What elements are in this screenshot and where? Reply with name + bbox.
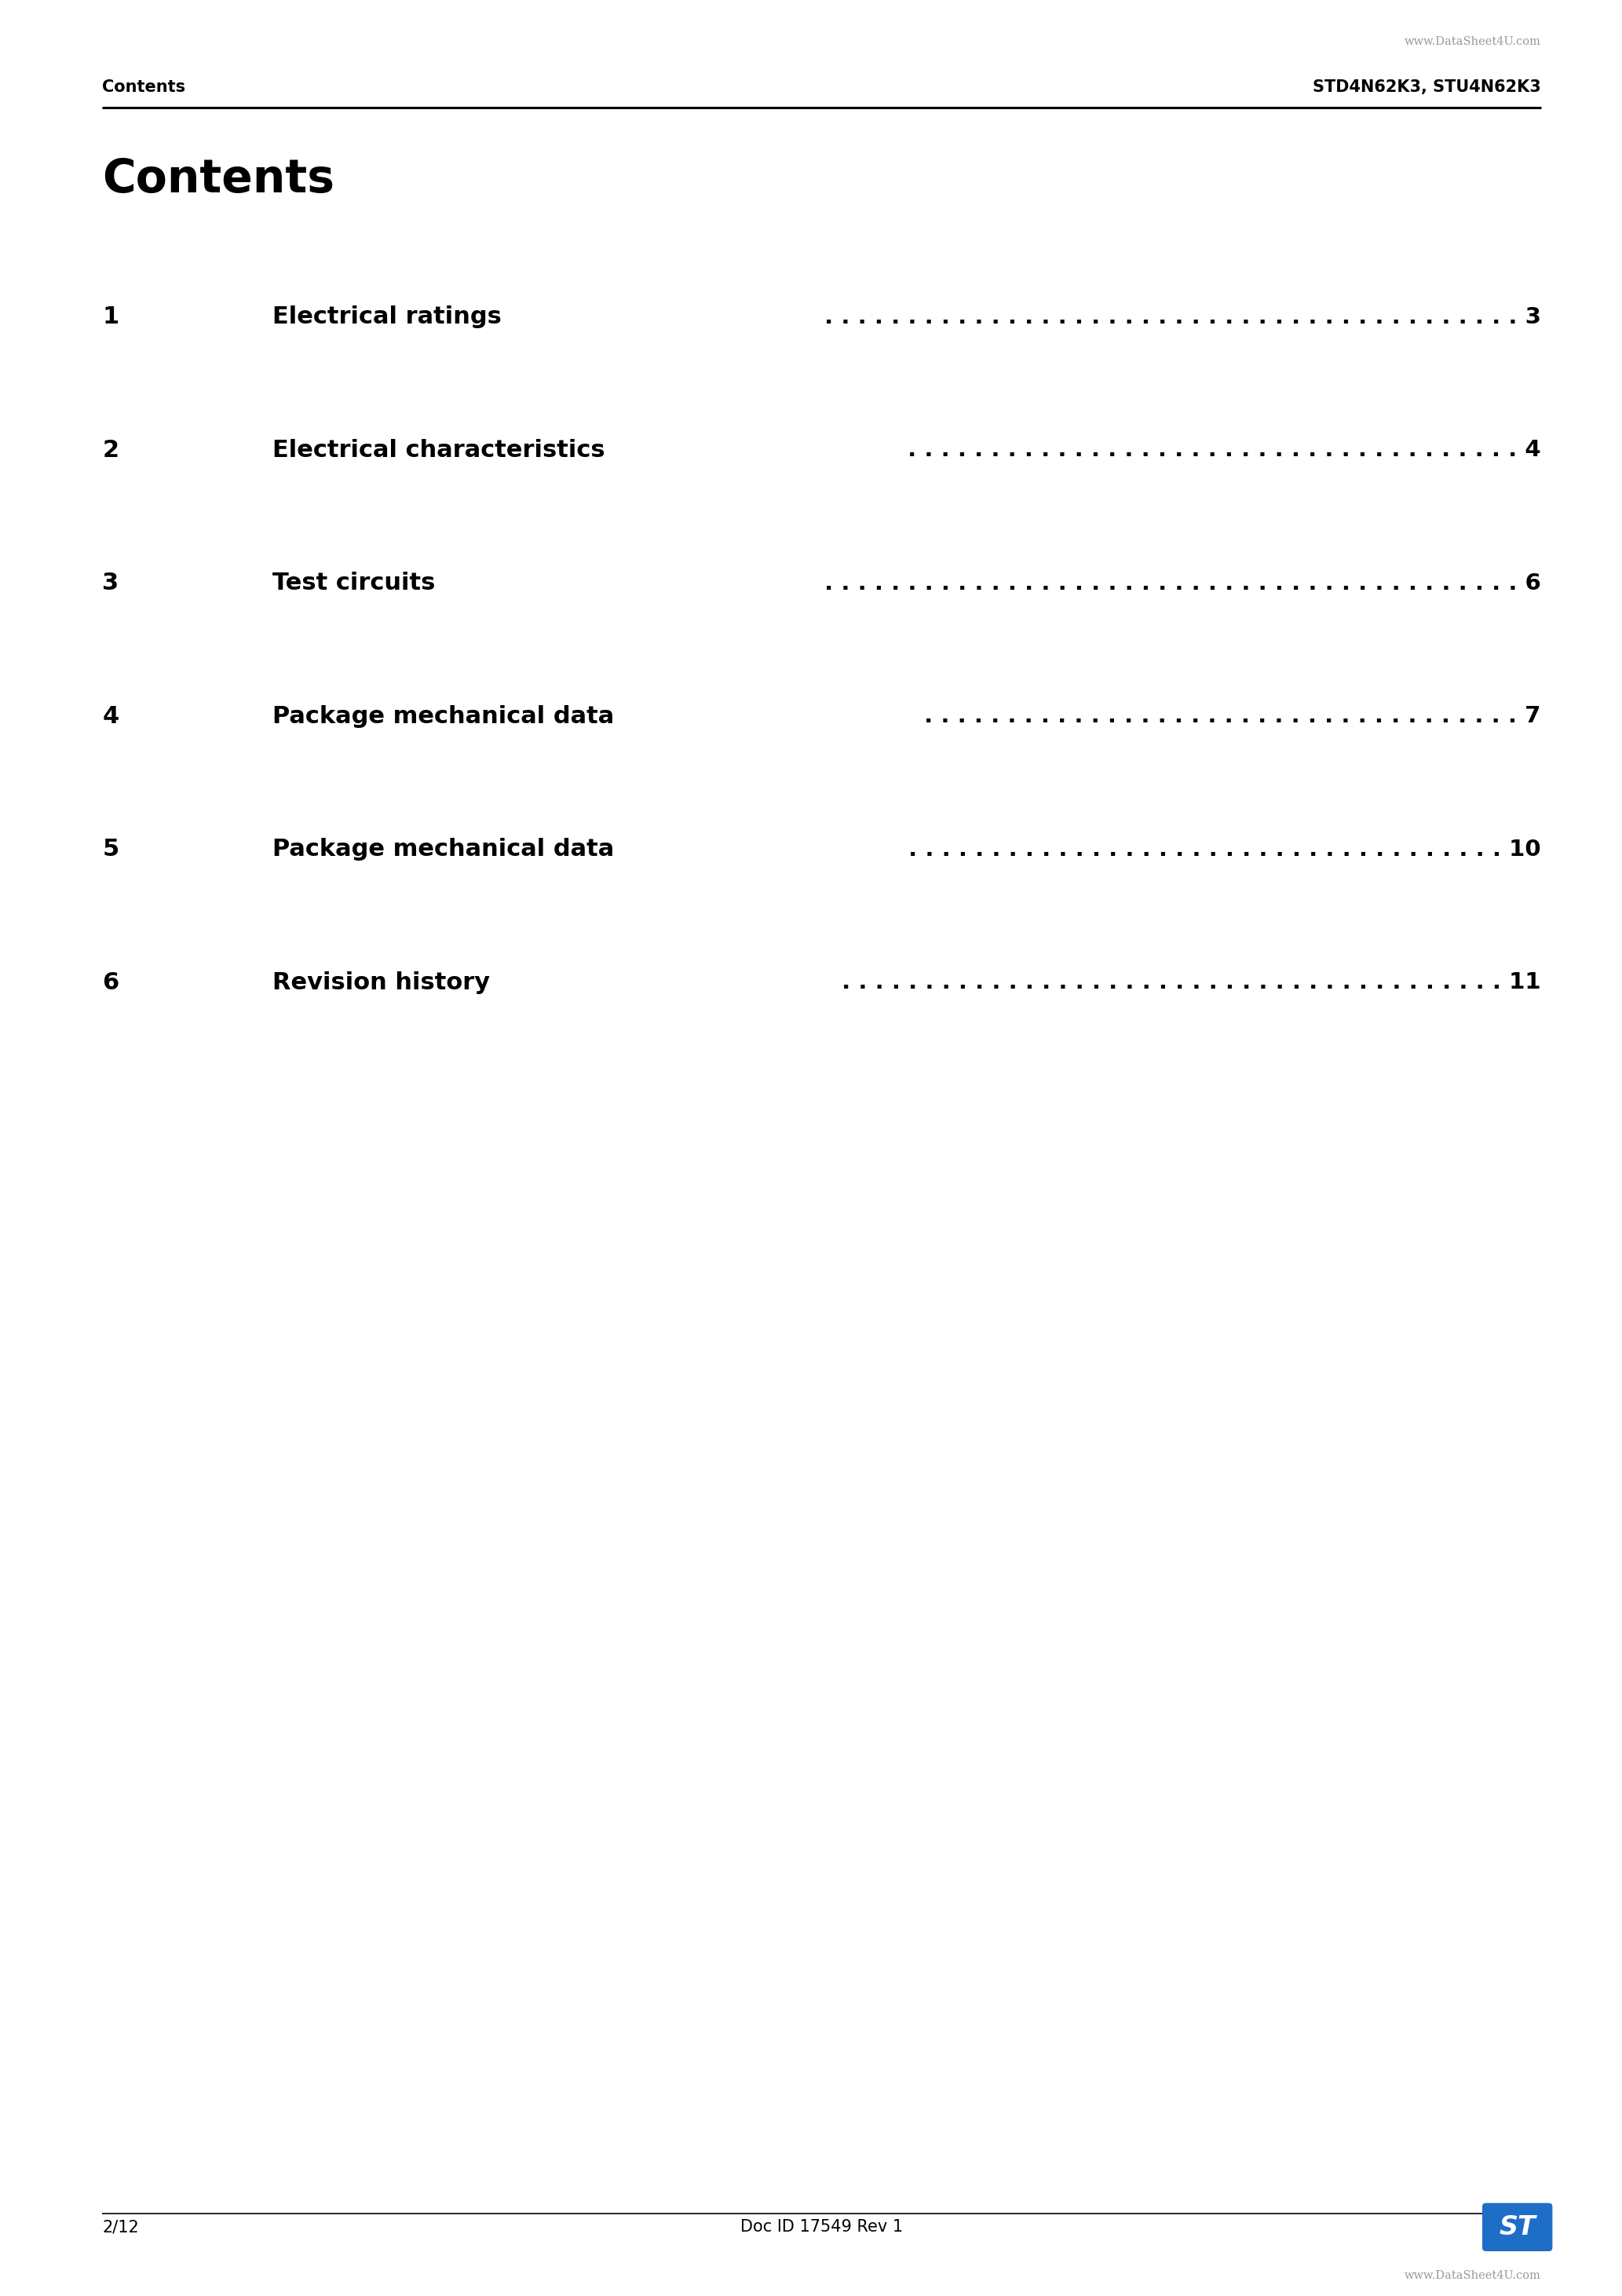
Text: . . . . . . . . . . . . . . . . . . . . . . . . . . . . . . . . . . . . 10: . . . . . . . . . . . . . . . . . . . . … [900, 838, 1541, 861]
Text: Package mechanical data: Package mechanical data [272, 838, 615, 861]
FancyBboxPatch shape [1483, 2204, 1552, 2250]
Text: www.DataSheet4U.com: www.DataSheet4U.com [1405, 37, 1541, 46]
Text: Doc ID 17549 Rev 1: Doc ID 17549 Rev 1 [740, 2220, 903, 2234]
Text: Test circuits: Test circuits [272, 572, 435, 595]
Text: 2: 2 [102, 439, 118, 461]
Text: Contents: Contents [102, 80, 185, 94]
Text: . . . . . . . . . . . . . . . . . . . . . . . . . . . . . . . . . . . . . 4: . . . . . . . . . . . . . . . . . . . . … [900, 439, 1541, 461]
Text: 2/12: 2/12 [102, 2220, 139, 2234]
Text: 5: 5 [102, 838, 118, 861]
Text: 1: 1 [102, 305, 118, 328]
Text: Electrical ratings: Electrical ratings [272, 305, 501, 328]
Text: www.DataSheet4U.com: www.DataSheet4U.com [1405, 2271, 1541, 2280]
Text: 4: 4 [102, 705, 118, 728]
Text: STD4N62K3, STU4N62K3: STD4N62K3, STU4N62K3 [1312, 80, 1541, 94]
Text: . . . . . . . . . . . . . . . . . . . . . . . . . . . . . . . . . . . . . . . . : . . . . . . . . . . . . . . . . . . . . … [834, 971, 1541, 994]
Text: Electrical characteristics: Electrical characteristics [272, 439, 605, 461]
Text: 3: 3 [102, 572, 118, 595]
Text: . . . . . . . . . . . . . . . . . . . . . . . . . . . . . . . . . . . . . . . . : . . . . . . . . . . . . . . . . . . . . … [816, 572, 1541, 595]
Text: . . . . . . . . . . . . . . . . . . . . . . . . . . . . . . . . . . . . 7: . . . . . . . . . . . . . . . . . . . . … [916, 705, 1541, 728]
Text: Contents: Contents [102, 156, 334, 202]
Text: 6: 6 [102, 971, 118, 994]
Text: ST: ST [1499, 2213, 1536, 2241]
Text: Revision history: Revision history [272, 971, 490, 994]
Text: Package mechanical data: Package mechanical data [272, 705, 615, 728]
Text: . . . . . . . . . . . . . . . . . . . . . . . . . . . . . . . . . . . . . . . . : . . . . . . . . . . . . . . . . . . . . … [816, 305, 1541, 328]
